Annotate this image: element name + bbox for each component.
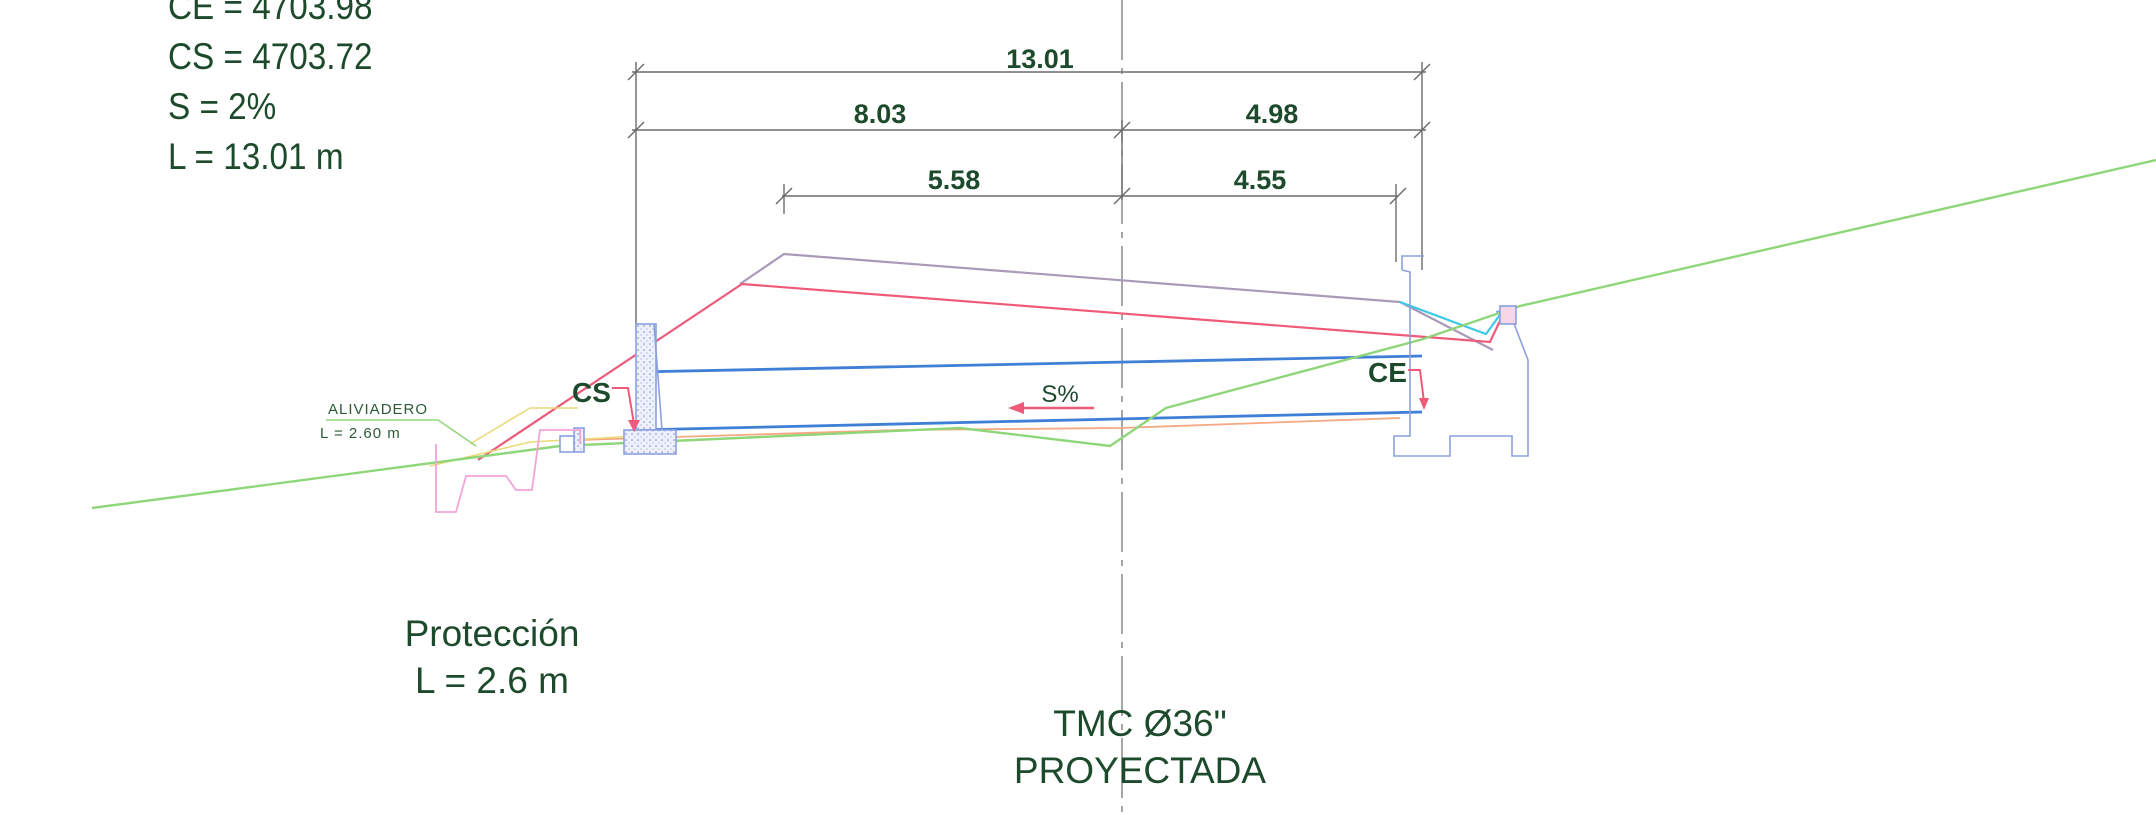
- bed-line-orange: [579, 417, 1401, 441]
- aliviadero-leader: [326, 419, 477, 447]
- aliviadero-length: L = 2.60 m: [320, 425, 401, 442]
- ce-tag: CE: [1368, 357, 1407, 388]
- cs-tag: CS: [572, 377, 611, 408]
- spec-cs: CS = 4703.72: [168, 36, 373, 77]
- road-profile-grey: [739, 252, 1494, 351]
- proteccion-title: Protección: [404, 613, 580, 654]
- terrain-line: [91, 158, 2156, 510]
- dimension-lines: [627, 62, 1431, 330]
- spec-ce: CE = 4703.98: [168, 0, 373, 27]
- spec-slope: S = 2%: [168, 86, 277, 127]
- proteccion-label: Protección L = 2.6 m: [400, 610, 584, 704]
- pipe-top-line: [635, 354, 1423, 374]
- dim-total: 13.01: [1006, 44, 1074, 74]
- road-profile-red: [477, 282, 1507, 461]
- protection-yellow: [469, 407, 578, 445]
- road-profile-cyan: [1399, 300, 1503, 336]
- cs-arrowhead: [628, 420, 640, 432]
- pipe-label: TMC Ø36" PROYECTADA: [1000, 700, 1280, 794]
- cs-arrow: [612, 387, 635, 425]
- dim-inner-left: 5.58: [928, 165, 981, 195]
- inlet-headwall: [559, 323, 677, 455]
- pipe-label-line1: TMC Ø36": [1053, 703, 1227, 744]
- dim-inner-right: 4.55: [1234, 165, 1287, 195]
- dim-left: 8.03: [854, 99, 907, 129]
- specs-block: CE = 4703.98 CS = 4703.72 S = 2% L = 13.…: [168, 0, 395, 182]
- outlet-headwall: [1393, 255, 1529, 457]
- inlet-wingwall: [653, 323, 663, 431]
- pipe-label-line2: PROYECTADA: [1013, 750, 1267, 791]
- proteccion-length: L = 2.6 m: [415, 660, 569, 701]
- dim-right: 4.98: [1246, 99, 1299, 129]
- spec-length: L = 13.01 m: [168, 136, 344, 177]
- ce-arrow: [1408, 369, 1425, 403]
- slope-label: S%: [1041, 381, 1078, 408]
- pipe-bottom-line: [635, 410, 1423, 432]
- ce-arrowhead: [1419, 398, 1429, 410]
- protection-structure: [435, 429, 581, 513]
- aliviadero-title: ALIVIADERO: [328, 401, 428, 418]
- slope-arrowhead: [1008, 402, 1024, 414]
